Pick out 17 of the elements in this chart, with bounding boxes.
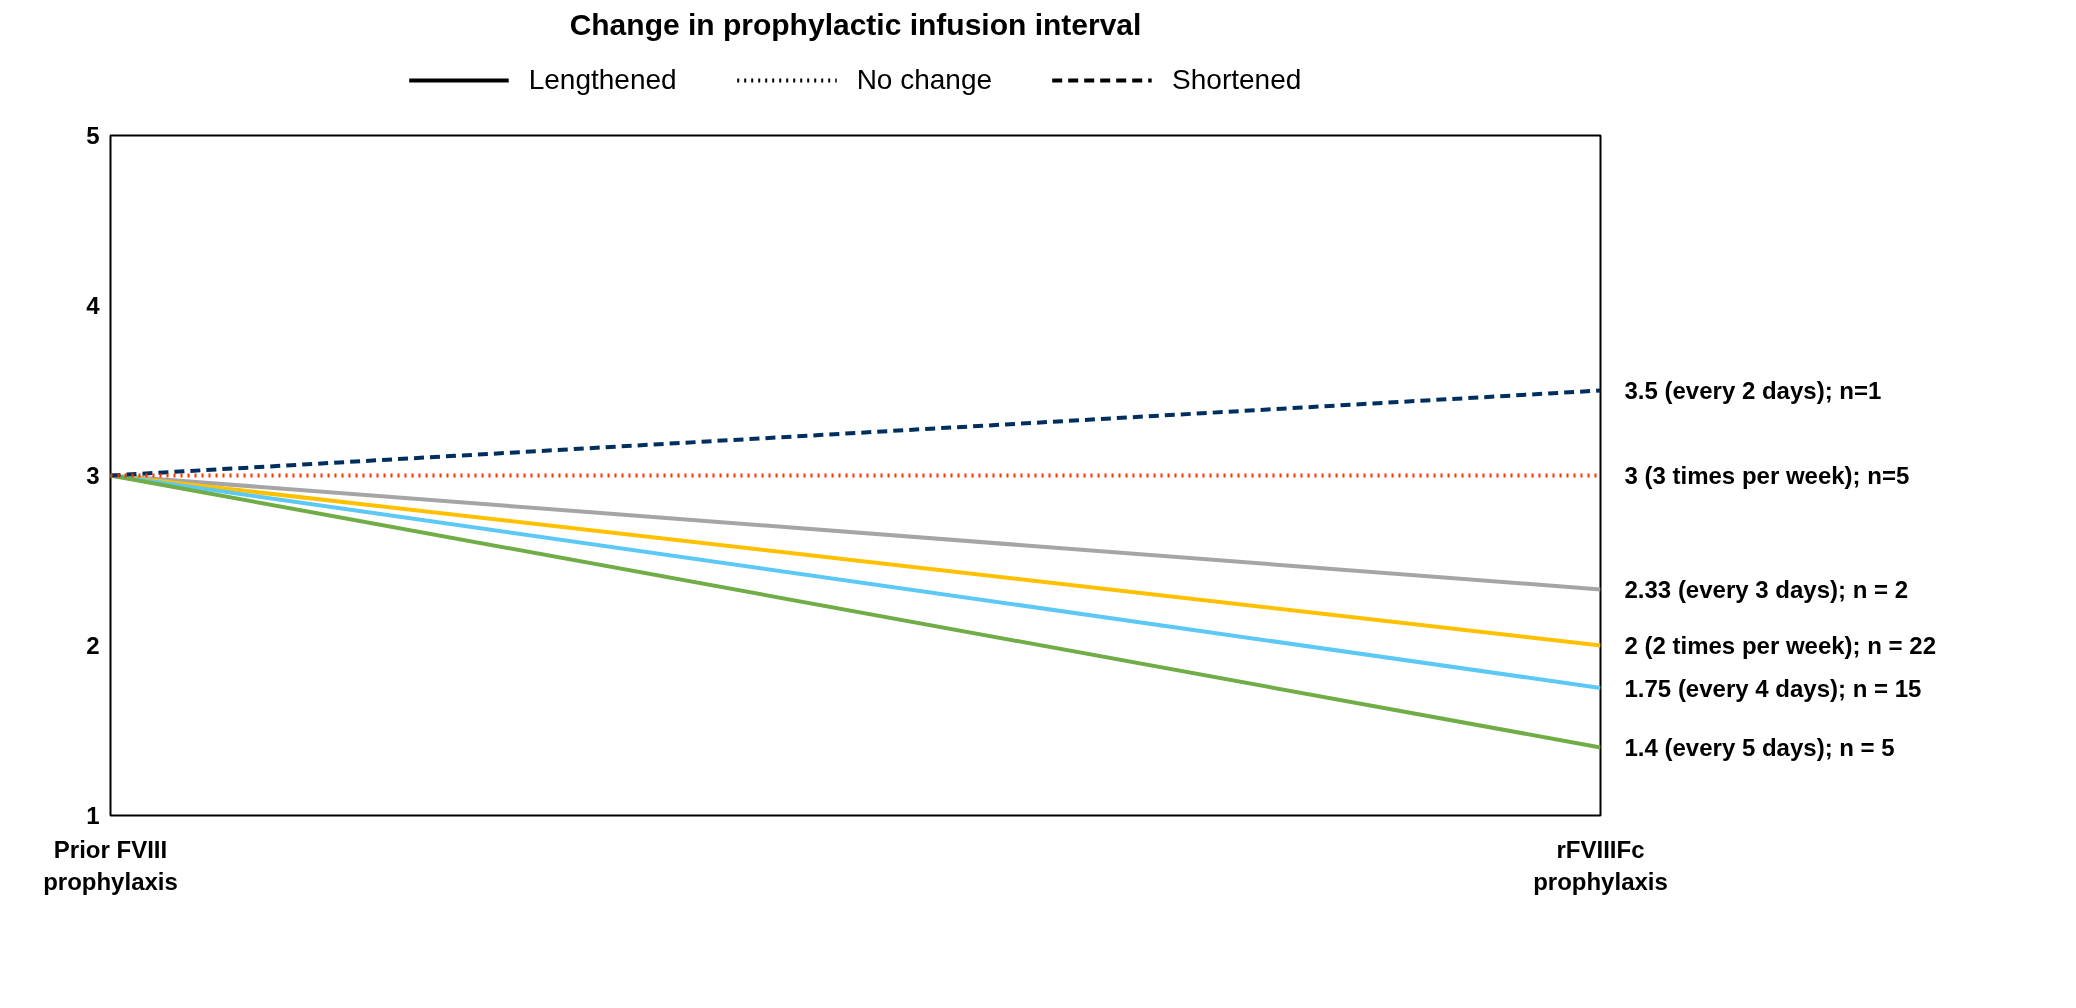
annotation: 1.75 (every 4 days); n = 15 [1624,674,1922,702]
text: Shortened [1172,64,1302,96]
y-tick-label: 4 [86,292,101,319]
y-tick-label: 3 [86,462,100,489]
y-tick-label: 2 [86,632,100,659]
annotation: 2 (2 times per week); n = 22 [1624,632,1936,659]
annotation: 3.5 (every 2 days); n=1 [1624,377,1882,404]
annotation: 2.33 (every 3 days); n = 2 [1624,575,1908,603]
text: Lengthened [528,64,677,96]
annotation: 1.4 (every 5 days); n = 5 [1624,734,1895,761]
x-tick-label: Prior FVIII prophylaxis [43,835,178,895]
text: No change [856,64,993,96]
y-tick-label: 5 [86,122,100,149]
annotation: 3 (3 times per week); n=5 [1624,462,1910,489]
x-tick-label: rFVIIIFc prophylaxis [1533,835,1668,895]
chart-title: Change in prophylactic infusion interval [569,7,1142,41]
y-tick-label: 1 [86,802,100,829]
